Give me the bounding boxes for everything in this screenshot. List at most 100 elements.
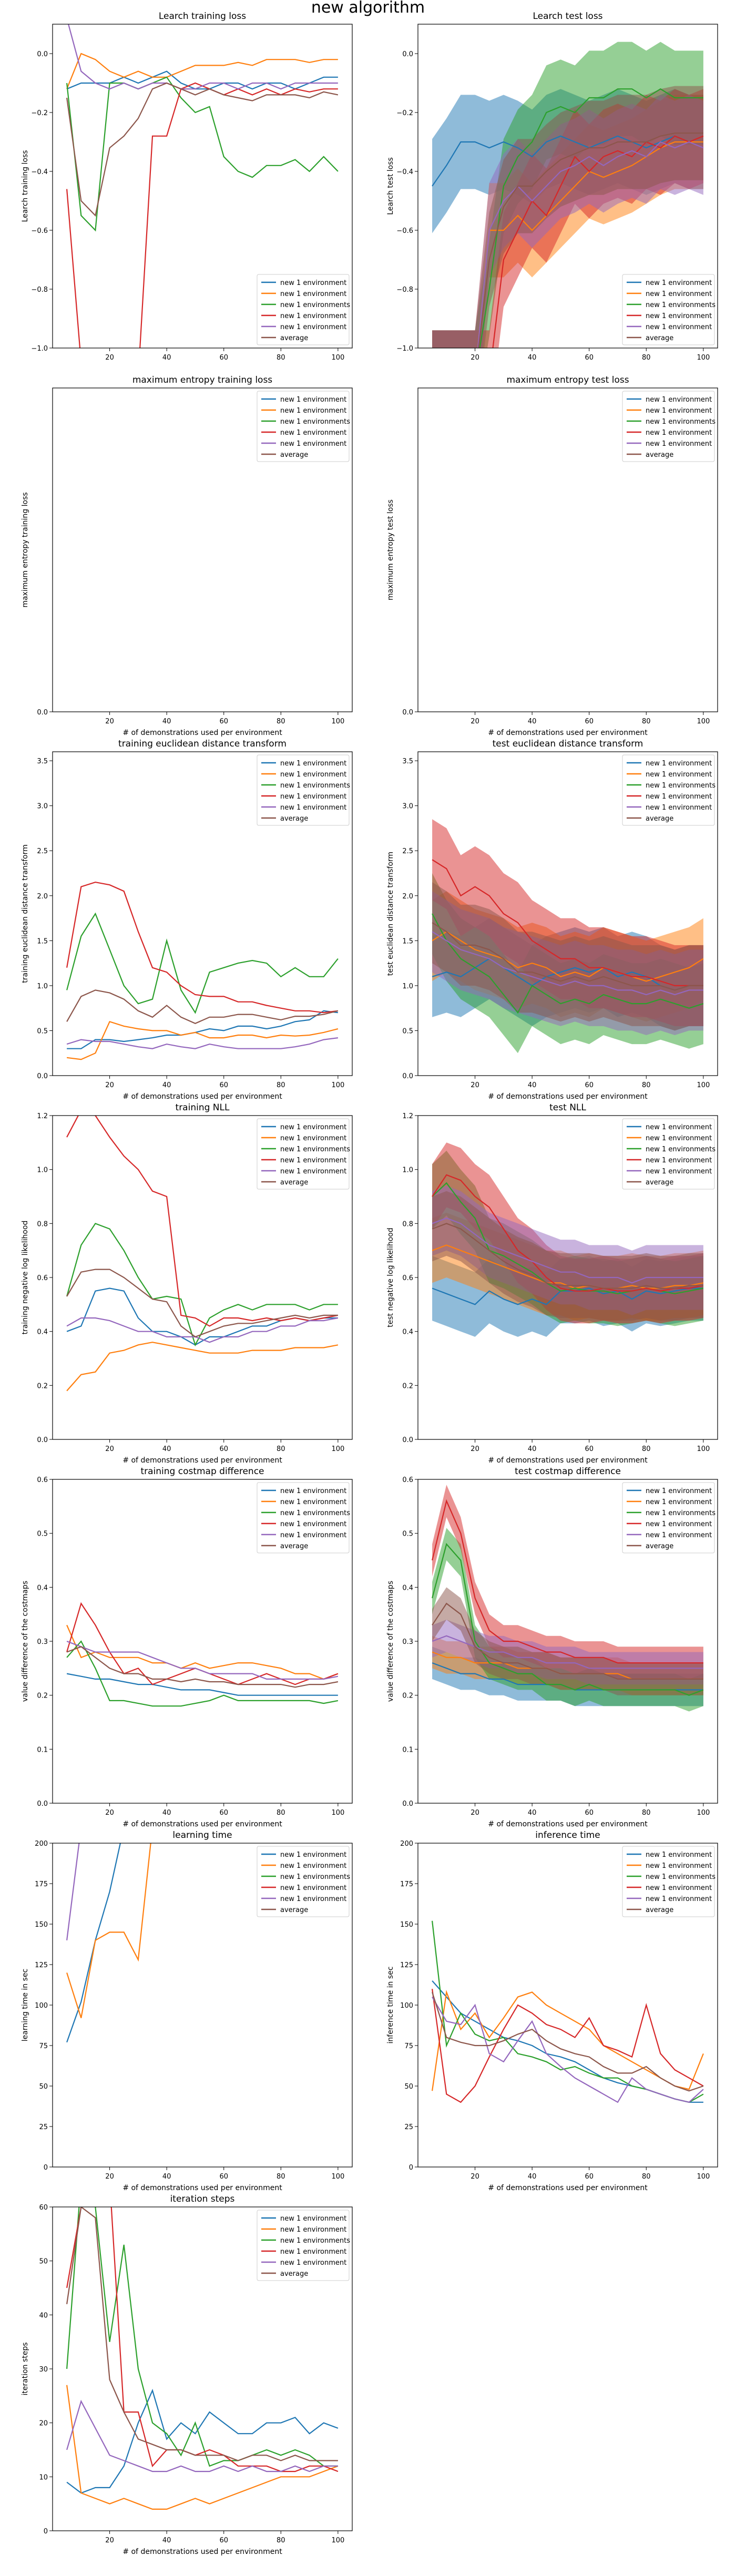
legend-entry: new 1 environment [646, 804, 712, 812]
x-axis-label: # of demonstrations used per environment [122, 1456, 282, 1465]
legend: new 1 environment new 1 environment new 1 … [622, 1846, 715, 1917]
series-line [67, 24, 338, 90]
legend-entry: new 1 environment [280, 804, 346, 812]
series-line [66, 1843, 80, 1940]
y-tick-label: 0.2 [37, 1382, 48, 1390]
series-line [66, 1020, 339, 1060]
legend-entry: new 1 environment [280, 771, 346, 779]
y-axis-label: value difference of the costmaps [21, 1581, 29, 1702]
series-line [432, 1542, 704, 1696]
figure-title: new algorithm [311, 0, 425, 17]
y-axis-label: Learch training loss [21, 150, 29, 222]
axes-frame [417, 24, 718, 349]
chart-panel: inference time 20 40 60 80 100 0 25 50 75 100 125 15… [386, 1830, 718, 2192]
legend: new 1 environment new 1 environment new 1 … [622, 1118, 715, 1190]
y-tick-label: 0.6 [37, 1476, 48, 1484]
x-tick-label: 40 [162, 354, 171, 362]
series-line [432, 958, 703, 991]
x-tick-label: 60 [219, 1809, 228, 1817]
x-tick-label: 80 [277, 2537, 285, 2544]
x-axis-label: # of demonstrations used per environment [122, 729, 282, 737]
legend-entry: new 1 environment [280, 279, 346, 287]
series-line [66, 1624, 339, 1680]
legend-entry: new 1 environment [646, 323, 712, 331]
y-tick-label: 125 [35, 1961, 48, 1969]
x-tick-label: 40 [528, 1809, 537, 1817]
x-tick-label: 100 [697, 2173, 710, 2181]
y-tick-label: 1.0 [402, 1167, 413, 1174]
legend-entry: new 1 environment [280, 1498, 346, 1506]
x-tick-label: 40 [528, 354, 537, 362]
x-tick-label: 80 [277, 1809, 285, 1817]
y-tick-label: −0.6 [31, 227, 48, 235]
legend-entry: average [646, 1906, 673, 1914]
x-tick-label: 100 [697, 354, 710, 362]
chart-title: iteration steps [170, 2194, 235, 2204]
y-axis-label: value difference of the costmaps [386, 1581, 395, 1702]
y-tick-label: 0.8 [37, 1220, 48, 1228]
x-tick-label: 100 [331, 2173, 344, 2181]
legend-entry: new 1 environment [280, 2215, 346, 2223]
legend-entry: new 1 environment [280, 396, 346, 404]
x-tick-label: 80 [277, 1081, 285, 1089]
series-line [66, 1222, 338, 1347]
legend-entry: average [646, 1542, 673, 1550]
y-tick-label: 2.5 [402, 847, 413, 855]
y-tick-label: 25 [39, 2123, 48, 2131]
legend-entry: new 1 environment [280, 1520, 346, 1528]
legend-entry: new 1 environment [280, 2259, 346, 2267]
y-tick-label: 0.5 [402, 1530, 413, 1538]
legend-entry: new 1 environment [280, 1862, 346, 1870]
x-tick-label: 100 [697, 1809, 710, 1817]
legend-entry: new 1 environment [646, 1851, 712, 1859]
x-tick-label: 80 [277, 718, 285, 725]
y-tick-label: 40 [39, 2312, 48, 2319]
x-tick-label: 80 [642, 1081, 651, 1089]
y-tick-label: 0.0 [402, 1800, 413, 1808]
y-tick-label: 1.0 [37, 1167, 48, 1174]
legend-entry: average [280, 815, 308, 823]
y-tick-label: 0 [409, 2164, 413, 2172]
legend-entry: new 1 environments [646, 1509, 715, 1517]
legend-entry: new 1 environment [280, 429, 346, 437]
series-line [66, 1640, 339, 1707]
plot-area [66, 24, 339, 348]
chart-title: test costmap difference [515, 1466, 621, 1477]
x-tick-label: 40 [528, 1081, 537, 1089]
legend-entry: new 1 environment [280, 2226, 346, 2234]
y-axis-label: training negative log likelihood [21, 1221, 29, 1335]
series-band [432, 882, 703, 1031]
series-line [66, 1673, 338, 1696]
y-axis-label: test euclidean distance transform [386, 852, 395, 976]
series-line [432, 1990, 704, 2091]
chart-panel: training euclidean distance transform 20 4… [21, 739, 353, 1101]
x-axis-label: # of demonstrations used per environment [122, 2184, 282, 2192]
series-band [432, 86, 703, 348]
x-tick-label: 80 [277, 1445, 285, 1453]
series-line [66, 1640, 339, 1680]
legend-entry: new 1 environment [280, 440, 346, 448]
y-tick-label: −0.2 [396, 109, 413, 117]
legend-entry: new 1 environment [280, 323, 346, 331]
legend-entry: new 1 environment [280, 290, 346, 298]
y-tick-label: 2.0 [402, 893, 413, 901]
x-tick-label: 20 [105, 2173, 114, 2181]
legend-box [622, 1846, 715, 1917]
legend-entry: new 1 environments [280, 418, 350, 426]
legend-entry: new 1 environment [646, 396, 712, 404]
legend-entry: new 1 environment [280, 1123, 346, 1131]
series-line [66, 881, 339, 1014]
legend: new 1 environment new 1 environment new 1 … [622, 274, 715, 345]
y-tick-label: 0.0 [402, 1436, 413, 1444]
legend-entry: new 1 environment [646, 440, 712, 448]
y-tick-label: 0 [44, 2528, 48, 2536]
legend-entry: new 1 environments [280, 301, 350, 309]
chart-panel: learning time 20 40 60 80 100 0 25 50 75 100 125 150… [21, 1830, 353, 2192]
y-tick-label: 75 [39, 2042, 48, 2050]
y-tick-label: 0.4 [402, 1328, 413, 1336]
legend: new 1 environment new 1 environment new 1 … [622, 391, 715, 462]
series-band [432, 1485, 703, 1679]
y-tick-label: 125 [400, 1961, 413, 1969]
x-tick-label: 60 [585, 1809, 594, 1817]
chart-title: Learch training loss [159, 11, 246, 22]
